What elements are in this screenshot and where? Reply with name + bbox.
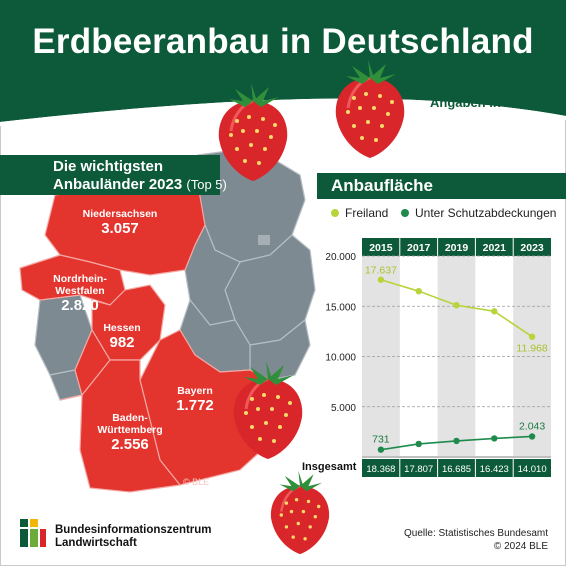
legend-dot-freiland [331, 209, 339, 217]
label-niedersachsen: Niedersachsen 3.057 [80, 208, 160, 237]
column-band [362, 256, 400, 456]
map-heading-line1: Die wichtigsten [53, 158, 164, 175]
total-value: 16.423 [480, 464, 509, 475]
brand-line2: Landwirtschaft [55, 537, 137, 549]
column-band [437, 256, 476, 456]
data-point [528, 433, 536, 440]
data-point [377, 446, 385, 453]
total-value: 18.368 [366, 464, 395, 475]
label-value: 1.772 [176, 397, 214, 414]
column-band [513, 256, 551, 456]
page-title: Erdbeeranbau in Deutschland [32, 22, 534, 61]
x-tick-label: 2023 [520, 242, 544, 254]
map-copyright: © BLE [183, 477, 210, 487]
header-swoosh [0, 88, 566, 126]
data-point [453, 437, 460, 445]
label-value: 3.057 [101, 220, 139, 237]
brand-line1: Bundesinformationszentrum [55, 524, 212, 536]
label-value: 2.556 [111, 436, 149, 453]
map-state-bw [79, 359, 182, 493]
x-tick-label: 2017 [407, 242, 431, 254]
label-name: Hessen [103, 322, 141, 334]
y-tick-label: 5.000 [331, 403, 356, 414]
data-label: 11.968 [516, 343, 547, 355]
data-label: 2.043 [519, 420, 545, 432]
label-name-2: Württemberg [97, 424, 163, 436]
map-heading-text: Anbauländer 2023 [53, 176, 183, 193]
ble-logo-icon [18, 517, 48, 549]
map-heading-suffix: (Top 5) [186, 177, 227, 192]
data-point [491, 435, 498, 442]
legend-freiland: Freiland [331, 206, 388, 220]
label-hessen: Hessen 982 [87, 322, 157, 351]
legend-label-schutz: Unter Schutzabdeckungen [415, 206, 557, 220]
data-label: 731 [372, 434, 390, 446]
y-tick-label: 20.000 [325, 252, 356, 263]
y-tick-label: 15.000 [325, 302, 356, 313]
legend-schutz: Unter Schutzabdeckungen [401, 206, 556, 220]
totals-label: Insgesamt [302, 461, 357, 473]
map-heading: Die wichtigsten Anbauländer 2023 (Top 5) [0, 155, 227, 195]
label-value: 982 [109, 334, 135, 351]
label-bayern: Bayern 1.772 [160, 385, 230, 414]
y-tick-label: 10.000 [325, 353, 356, 364]
label-nrw: Nordrhein- Westfalen 2.820 [40, 273, 120, 314]
source-text: Quelle: Statistisches Bundesamt [404, 528, 548, 539]
units-note: Angaben in Hektar [430, 95, 545, 110]
label-name-1: Baden- [112, 412, 148, 424]
data-point [377, 276, 385, 283]
x-tick-label: 2021 [483, 242, 507, 254]
total-value: 14.010 [518, 464, 547, 475]
data-point [415, 287, 422, 295]
map-heading-line2: Anbauländer 2023 (Top 5) [53, 176, 227, 193]
source-note: Quelle: Statistisches Bundesamt © 2024 B… [404, 527, 548, 553]
total-value: 16.685 [442, 464, 471, 475]
chart-heading: Anbaufläche [317, 173, 566, 199]
year-header-row [362, 238, 551, 256]
total-value: 17.807 [404, 464, 433, 475]
data-point [415, 440, 422, 448]
label-name-2: Westfalen [55, 285, 105, 297]
chart-title: Anbaufläche [331, 176, 434, 195]
label-bw: Baden- Württemberg 2.556 [90, 412, 170, 453]
brand-name: Bundesinformationszentrum Landwirtschaft [55, 524, 212, 550]
data-point [528, 333, 536, 340]
label-name: Bayern [177, 385, 213, 397]
source-copyright: © 2024 BLE [493, 541, 548, 552]
label-value: 2.820 [61, 297, 99, 314]
totals-row [362, 459, 551, 477]
header-band: Erdbeeranbau in Deutschland [0, 0, 566, 88]
map-berlin [258, 235, 270, 245]
x-tick-label: 2015 [369, 242, 393, 254]
data-label: 17.637 [365, 265, 397, 277]
data-point [453, 302, 460, 309]
map-state-rp [59, 328, 111, 401]
legend-label-freiland: Freiland [345, 206, 389, 220]
label-name-1: Nordrhein- [53, 273, 107, 285]
data-point [491, 308, 498, 315]
legend-dot-schutz [401, 209, 409, 217]
x-tick-label: 2019 [445, 242, 469, 254]
label-name: Niedersachsen [82, 208, 158, 220]
